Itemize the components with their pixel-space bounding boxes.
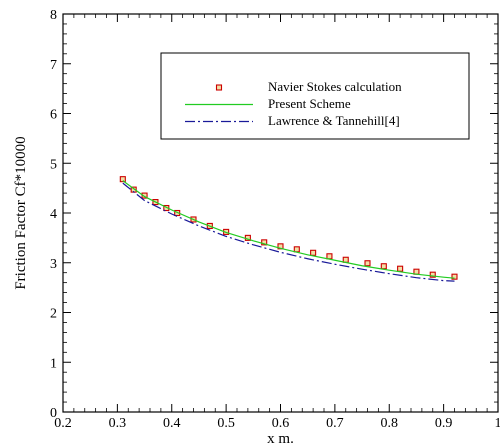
y-tick-label: 4 bbox=[50, 207, 57, 222]
data-point-marker bbox=[310, 249, 317, 256]
x-tick-label: 0.2 bbox=[54, 416, 72, 431]
data-point-marker bbox=[380, 263, 387, 270]
data-point-marker bbox=[326, 253, 333, 260]
x-tick-label: 0.7 bbox=[326, 416, 344, 431]
y-tick-label: 8 bbox=[50, 8, 57, 23]
y-tick-label: 6 bbox=[50, 108, 57, 123]
data-point-marker bbox=[119, 176, 126, 183]
series-line-2 bbox=[122, 182, 455, 282]
data-point-marker bbox=[261, 239, 268, 246]
data-point-marker bbox=[364, 260, 371, 267]
plot-area-frame bbox=[62, 13, 499, 413]
legend: Navier Stokes calculation Present Scheme L… bbox=[160, 52, 470, 140]
data-point-marker bbox=[141, 192, 148, 199]
y-tick-label: 3 bbox=[50, 257, 57, 272]
legend-marker bbox=[215, 84, 223, 91]
axis-ticks: 0.2 0.3 0.4 0.5 0.6 0.7 0.8 0.9 1 0 1 2 3 4 5 6 7 8 bbox=[50, 8, 500, 431]
legend-label: Present Scheme bbox=[268, 96, 351, 111]
y-tick-label: 5 bbox=[50, 157, 57, 172]
y-tick-label: 1 bbox=[50, 356, 57, 371]
y-tick-label: 7 bbox=[50, 58, 57, 73]
data-point-marker bbox=[451, 273, 458, 280]
legend-label: Navier Stokes calculation bbox=[268, 79, 402, 94]
x-tick-label: 0.4 bbox=[163, 416, 181, 431]
y-tick-label: 0 bbox=[50, 406, 57, 421]
legend-label: Lawrence & Tannehill[4] bbox=[268, 113, 400, 128]
x-tick-label: 0.9 bbox=[435, 416, 453, 431]
x-tick-label: 0.3 bbox=[109, 416, 127, 431]
data-point-marker bbox=[397, 265, 404, 272]
x-tick-label: 0.8 bbox=[381, 416, 399, 431]
x-tick-label: 1 bbox=[495, 416, 500, 431]
x-tick-label: 0.6 bbox=[272, 416, 290, 431]
x-axis-title: x m. bbox=[267, 431, 294, 447]
series-navier-stokes-markers bbox=[119, 176, 458, 280]
legend-box bbox=[160, 52, 470, 140]
x-tick-label: 0.5 bbox=[217, 416, 235, 431]
data-point-marker bbox=[293, 246, 300, 253]
series-layer bbox=[119, 176, 458, 282]
y-axis-title: Friction Factor Cf*10000 bbox=[13, 136, 29, 289]
y-tick-label: 2 bbox=[50, 307, 57, 322]
series-line-1 bbox=[122, 180, 455, 279]
data-point-marker bbox=[429, 271, 436, 278]
